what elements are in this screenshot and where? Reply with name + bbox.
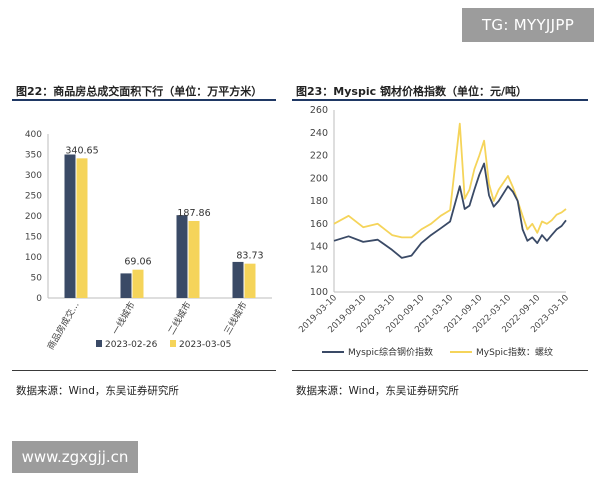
bar-y-tick-label: 50 (31, 274, 43, 284)
line-y-tick-label: 140 (310, 242, 328, 253)
right-bottom-rule (292, 370, 588, 371)
right-title-rule (292, 99, 588, 101)
watermark-top: TG: MYYJJPP (462, 8, 594, 42)
bar-y-tick-label: 150 (25, 233, 42, 243)
bar-series1 (64, 154, 76, 298)
line-y-tick-label: 180 (310, 196, 328, 207)
bar-series1 (176, 215, 188, 298)
bar-legend-swatch (170, 340, 176, 347)
line-y-tick-label: 100 (310, 287, 328, 298)
bar-y-tick-label: 300 (25, 171, 42, 181)
line-series-composite (333, 162, 567, 259)
bar-series2 (132, 269, 144, 298)
line-legend-label: MySpic指数：螺纹 (476, 346, 553, 358)
bar-data-label: 83.73 (236, 251, 263, 262)
line-y-tick-label: 260 (310, 105, 328, 116)
bar-data-label: 187.86 (177, 208, 210, 219)
line-y-tick-label: 160 (310, 219, 328, 230)
right-figure-title: 图23：Myspic 钢材价格指数（单位：元/吨） (296, 85, 527, 98)
watermark-bottom: www.zgxgjj.cn (12, 441, 138, 473)
line-legend-label: Myspic综合钢价指数 (348, 346, 433, 358)
bar-series2 (76, 158, 88, 298)
bar-series2 (188, 220, 200, 298)
left-title-rule (12, 99, 276, 101)
bar-x-tick-label: 二线城市 (165, 300, 193, 337)
line-y-tick-label: 240 (310, 128, 328, 139)
left-figure-title: 图22：商品房总成交面积下行（单位：万平方米） (16, 85, 263, 98)
bar-legend-swatch (96, 340, 102, 347)
bar-y-tick-label: 350 (25, 151, 42, 161)
bar-x-tick-label: 商品房成交... (44, 300, 81, 352)
line-series-rebar (333, 122, 567, 239)
bar-data-label: 69.06 (124, 257, 151, 268)
bar-y-tick-label: 400 (25, 130, 42, 140)
bar-data-label: 340.65 (65, 145, 98, 156)
bar-y-tick-label: 0 (36, 294, 42, 304)
line-y-tick-label: 120 (310, 264, 328, 275)
bar-y-tick-label: 250 (25, 192, 42, 202)
bar-legend-label: 2023-03-05 (179, 340, 231, 350)
bar-series2 (244, 263, 256, 298)
bar-x-tick-label: 三线城市 (221, 300, 249, 337)
bar-series1 (232, 261, 244, 298)
line-y-tick-label: 200 (310, 173, 328, 184)
left-source-note: 数据来源：Wind，东吴证券研究所 (16, 385, 179, 397)
bar-legend-label: 2023-02-26 (105, 340, 158, 350)
bar-y-tick-label: 100 (25, 253, 42, 263)
bar-y-tick-label: 200 (25, 212, 42, 222)
bar-x-tick-label: 一线城市 (109, 300, 137, 337)
left-bottom-rule (12, 370, 276, 371)
right-source-note: 数据来源：Wind，东吴证券研究所 (296, 385, 459, 397)
bar-series1 (120, 273, 132, 298)
line-y-tick-label: 220 (310, 151, 328, 162)
